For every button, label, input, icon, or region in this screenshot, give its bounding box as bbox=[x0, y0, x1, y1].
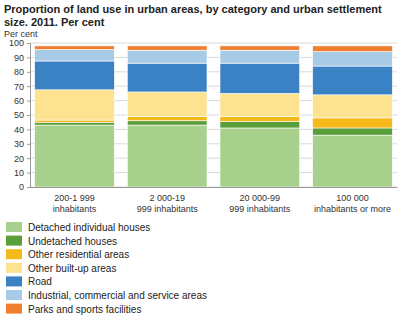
x-tick: 2 000-19999 inhabitants bbox=[137, 187, 199, 214]
x-axis-line bbox=[31, 187, 398, 188]
y-tick: 30 bbox=[14, 139, 30, 149]
y-tick-label: 100 bbox=[9, 38, 24, 48]
y-tick-label: 10 bbox=[14, 168, 24, 178]
y-tick: 10 bbox=[14, 168, 30, 178]
y-tick-label: 90 bbox=[14, 53, 24, 63]
legend-swatch bbox=[6, 304, 22, 314]
legend-label: Detached individual houses bbox=[28, 222, 150, 233]
y-axis-line bbox=[27, 44, 31, 188]
legend-label: Road bbox=[28, 276, 52, 287]
chart: Proportion of land use in urban areas, b… bbox=[0, 0, 400, 320]
legend: Detached individual houses Undetached hou… bbox=[6, 222, 207, 315]
legend-swatch bbox=[6, 249, 22, 259]
y-tick-mark bbox=[27, 72, 30, 73]
y-tick-label: 80 bbox=[14, 67, 24, 77]
bar-segment bbox=[127, 63, 207, 92]
y-tick-mark bbox=[27, 101, 30, 102]
bar-segment bbox=[35, 90, 115, 120]
x-tick: 200-1 999inhabitants bbox=[53, 187, 97, 214]
legend-swatch bbox=[6, 236, 22, 246]
bar-segment bbox=[313, 95, 393, 118]
x-tick-label: 200-1 999inhabitants bbox=[53, 193, 97, 214]
bar-segment bbox=[313, 66, 393, 95]
y-tick-label: 30 bbox=[14, 139, 24, 149]
legend-label: Parks and sports facilities bbox=[28, 304, 141, 315]
y-tick-mark bbox=[27, 173, 30, 174]
y-tick: 90 bbox=[14, 53, 30, 63]
y-tick: 70 bbox=[14, 82, 30, 92]
bar-segment bbox=[35, 61, 115, 90]
y-tick: 40 bbox=[14, 125, 30, 135]
bar-segment bbox=[127, 46, 207, 50]
bar-segment bbox=[35, 46, 115, 50]
x-tick-label: 2 000-19999 inhabitants bbox=[137, 193, 199, 214]
y-tick-label: 60 bbox=[14, 96, 24, 106]
bar-segment bbox=[35, 125, 115, 187]
legend-label: Other residential areas bbox=[28, 249, 129, 260]
legend-label: Undetached houses bbox=[28, 236, 117, 247]
bar-segment bbox=[220, 46, 300, 50]
bar-segment bbox=[35, 49, 115, 61]
y-tick-mark bbox=[27, 129, 30, 130]
legend-swatch bbox=[6, 290, 22, 300]
y-tick-label: 40 bbox=[14, 125, 24, 135]
bar-segment bbox=[127, 121, 207, 125]
y-tick: 50 bbox=[14, 110, 30, 120]
y-tick: 80 bbox=[14, 67, 30, 77]
y-tick-mark bbox=[27, 144, 30, 145]
bar-segment bbox=[127, 50, 207, 63]
bar-segment bbox=[127, 125, 207, 187]
y-tick-label: 50 bbox=[14, 110, 24, 120]
bar-segment bbox=[313, 52, 393, 66]
y-tick: 60 bbox=[14, 96, 30, 106]
plot-area bbox=[35, 46, 393, 187]
title: Proportion of land use in urban areas, b… bbox=[4, 3, 382, 28]
y-tick-mark bbox=[27, 187, 30, 188]
bar-segment bbox=[313, 128, 393, 135]
y-tick-mark bbox=[27, 115, 30, 116]
y-tick-mark bbox=[27, 86, 30, 87]
y-tick-label: 70 bbox=[14, 82, 24, 92]
bar-segment bbox=[220, 63, 300, 93]
y-tick: 0 bbox=[19, 182, 30, 192]
bar-segment bbox=[127, 92, 207, 116]
x-tick: 100 000inhabitants or more bbox=[314, 187, 391, 214]
legend-swatch bbox=[6, 263, 22, 273]
bar-segment bbox=[35, 122, 115, 125]
y-tick: 100 bbox=[9, 38, 30, 48]
y-tick: 20 bbox=[14, 154, 30, 164]
legend-swatch bbox=[6, 276, 22, 286]
x-tick-label: 100 000inhabitants or more bbox=[314, 193, 391, 214]
bar-segment bbox=[313, 46, 393, 52]
bar-segment bbox=[313, 118, 393, 128]
bar-segment bbox=[127, 116, 207, 120]
bar-segment bbox=[220, 121, 300, 127]
bar-segment bbox=[35, 120, 115, 122]
y-tick-mark bbox=[27, 158, 30, 159]
x-tick-label: 20 000-99999 inhabitants bbox=[229, 193, 291, 214]
bar-segment bbox=[220, 116, 300, 121]
bar-segment bbox=[313, 135, 393, 187]
legend-swatch bbox=[6, 222, 22, 232]
legend-label: Industrial, commercial and service areas bbox=[28, 290, 207, 301]
x-tick: 20 000-99999 inhabitants bbox=[229, 187, 291, 214]
bar-segment bbox=[220, 128, 300, 187]
grid-line bbox=[30, 43, 397, 44]
y-tick-mark bbox=[27, 57, 30, 58]
bar-segment bbox=[220, 93, 300, 116]
legend-label: Other built-up areas bbox=[28, 263, 116, 274]
bar-segment bbox=[220, 50, 300, 63]
y-tick-label: 0 bbox=[19, 182, 24, 192]
y-tick-label: 20 bbox=[14, 154, 24, 164]
y-tick-mark bbox=[27, 43, 30, 44]
